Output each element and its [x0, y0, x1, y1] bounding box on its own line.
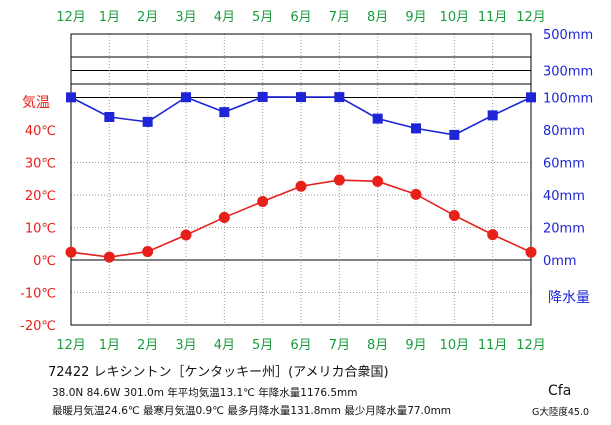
- month-label-top: 12月: [56, 10, 86, 25]
- month-label-bottom: 5月: [252, 338, 273, 353]
- precipitation-point: [487, 110, 498, 121]
- temp-tick-label: 10℃: [25, 222, 56, 237]
- temp-tick-label: -10℃: [20, 287, 56, 302]
- month-label-bottom: 11月: [478, 338, 508, 353]
- label-layer: 12月 12月 1月 1月 2月 2月 3月 3月 4月 4月 5月 5月 6月 6月 7月 7月 8月 8月 9月…: [20, 10, 593, 353]
- precipitation-point: [181, 92, 191, 103]
- station-summary-line-2: 最暖月気温24.6℃ 最寒月気温0.9℃ 最多月降水量131.8mm 最少月降水…: [52, 405, 452, 417]
- temperature-point: [180, 229, 192, 241]
- axis-layer: [70, 33, 532, 326]
- temp-tick-label: -20℃: [20, 319, 56, 334]
- temp-tick-label: 0℃: [33, 254, 56, 269]
- station-summary-line-1: 38.0N 84.6W 301.0m 年平均気温13.1℃ 年降水量1176.5…: [52, 387, 358, 399]
- month-label-bottom: 1月: [99, 338, 120, 353]
- precipitation-point: [372, 113, 383, 124]
- month-label-bottom: 9月: [405, 338, 426, 353]
- precip-axis-title: 降水量: [548, 290, 590, 306]
- month-label-bottom: 8月: [367, 338, 388, 353]
- month-label-top: 2月: [137, 10, 158, 25]
- series-layer: [65, 91, 537, 263]
- temp-tick-label: 30℃: [25, 157, 56, 172]
- month-label-bottom: 10月: [440, 338, 470, 353]
- precip-tick-label: 80mm: [543, 124, 585, 139]
- precip-tick-label: 40mm: [543, 189, 585, 204]
- precipitation-point: [449, 129, 460, 140]
- temperature-point: [333, 174, 345, 186]
- month-label-bottom: 12月: [516, 338, 546, 353]
- temperature-point: [295, 180, 307, 192]
- temperature-point: [525, 246, 537, 258]
- precipitation-point: [296, 92, 306, 103]
- month-label-top: 11月: [478, 10, 508, 25]
- precipitation-point: [334, 92, 345, 103]
- temperature-point: [103, 251, 115, 263]
- plot-frame: [70, 33, 532, 326]
- precip-tick-label: 500mm: [543, 28, 593, 43]
- month-label-top: 8月: [367, 10, 388, 25]
- temperature-point: [372, 175, 384, 187]
- precip-tick-label: 0mm: [543, 254, 577, 269]
- month-label-top: 9月: [405, 10, 426, 25]
- month-label-bottom: 12月: [56, 338, 86, 353]
- precipitation-point: [411, 123, 421, 134]
- precip-tick-label: 100mm: [543, 92, 593, 107]
- station-title: 72422 レキシントン［ケンタッキー州］(アメリカ合衆国): [48, 365, 389, 380]
- precipitation-point: [142, 116, 153, 127]
- month-label-top: 6月: [290, 10, 311, 25]
- precipitation-point: [104, 112, 115, 122]
- month-label-top: 12月: [516, 10, 546, 25]
- temperature-point: [487, 229, 499, 241]
- precip-tick-label: 300mm: [543, 65, 593, 80]
- month-label-top: 1月: [99, 10, 120, 25]
- month-label-bottom: 4月: [214, 338, 235, 353]
- precipitation-point: [257, 91, 268, 102]
- precip-tick-label: 60mm: [543, 157, 585, 172]
- month-label-top: 3月: [175, 10, 196, 25]
- temp-axis-title: 気温: [22, 95, 50, 111]
- grid-layer: [71, 34, 531, 325]
- temperature-point: [257, 196, 269, 207]
- koppen-classification: Cfa: [548, 383, 572, 399]
- month-label-top: 7月: [329, 10, 350, 25]
- temp-tick-label: 40℃: [25, 124, 56, 139]
- month-label-top: 4月: [214, 10, 235, 25]
- precipitation-point: [66, 92, 76, 103]
- month-label-top: 10月: [440, 10, 470, 25]
- temperature-point: [142, 246, 154, 258]
- temperature-point: [410, 188, 422, 200]
- temperature-point: [218, 211, 230, 223]
- month-label-bottom: 7月: [329, 338, 350, 353]
- temperature-point: [448, 209, 460, 221]
- continentality-index: G大陸度45.0: [532, 407, 590, 418]
- month-label-bottom: 6月: [290, 338, 311, 353]
- precip-tick-label: 20mm: [543, 222, 585, 237]
- temperature-point: [65, 246, 77, 258]
- precipitation-point: [526, 92, 536, 103]
- month-label-bottom: 3月: [175, 338, 196, 353]
- month-label-top: 5月: [252, 10, 273, 25]
- temp-tick-label: 20℃: [25, 189, 56, 204]
- precipitation-point: [219, 107, 230, 118]
- month-label-bottom: 2月: [137, 338, 158, 353]
